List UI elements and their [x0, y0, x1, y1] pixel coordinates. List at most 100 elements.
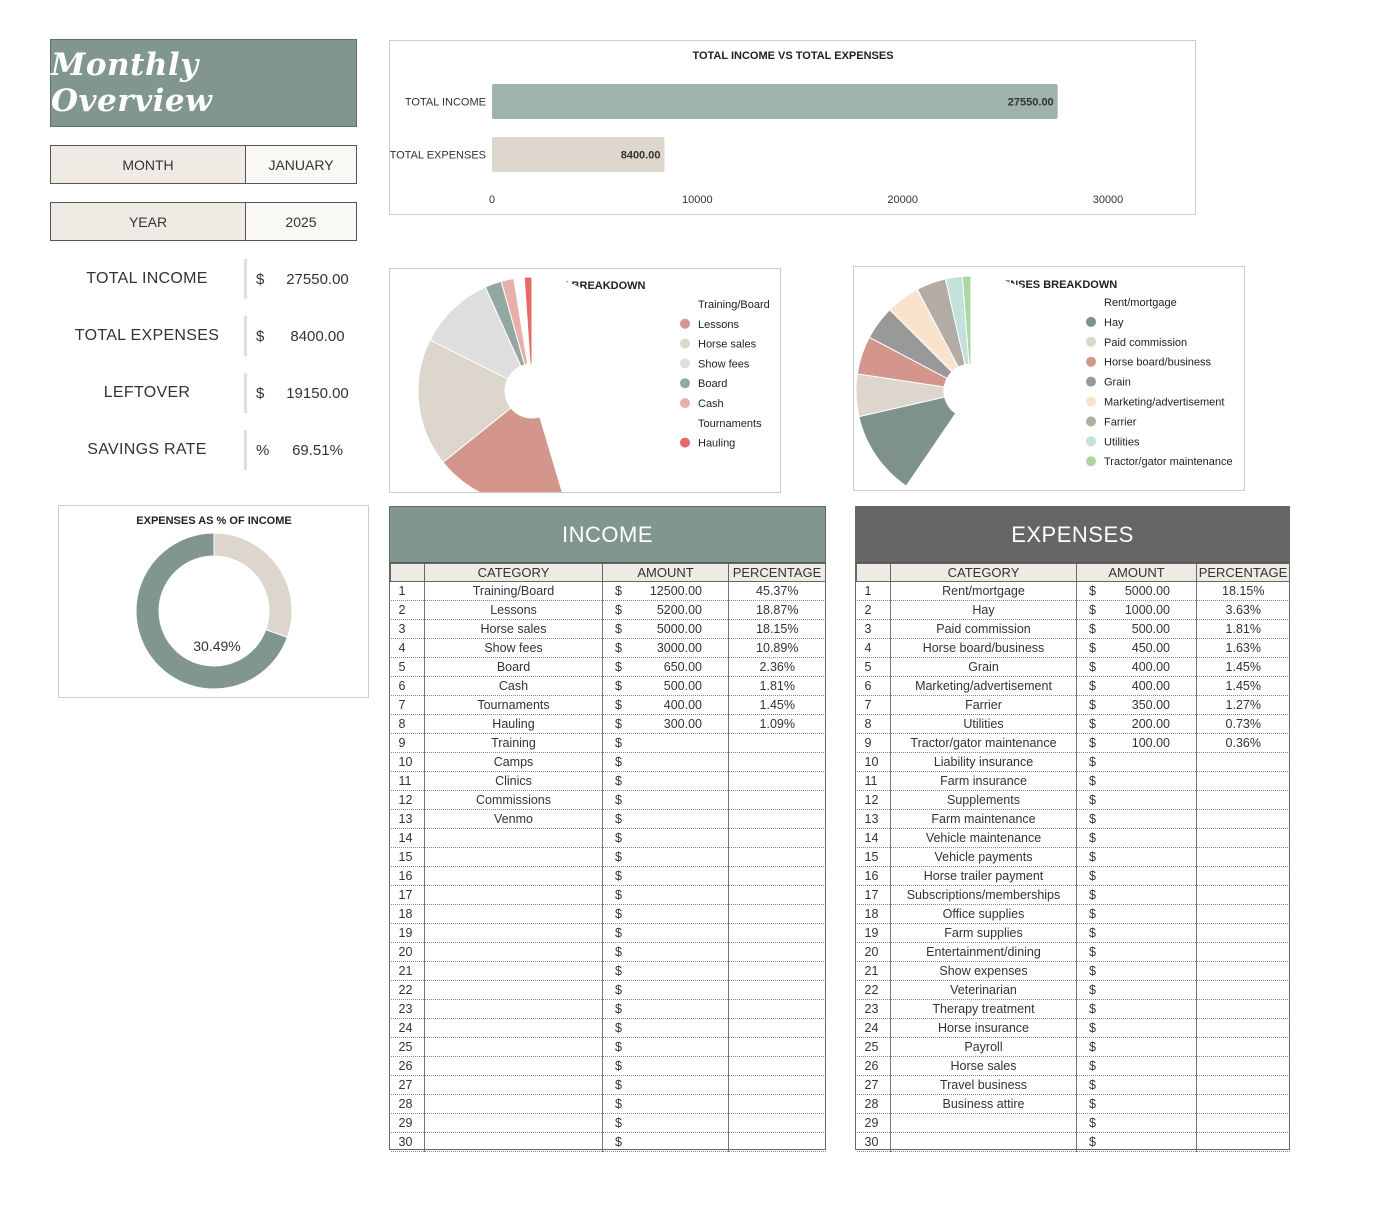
category-cell[interactable]: Tractor/gator maintenance [890, 733, 1077, 753]
amount-cell[interactable]: $5000.00 [602, 619, 729, 639]
donut-slice[interactable] [531, 276, 647, 501]
amount-cell[interactable]: $ [1076, 999, 1197, 1019]
amount-cell[interactable]: $450.00 [1076, 638, 1197, 658]
amount-cell[interactable]: $650.00 [602, 657, 729, 677]
amount-cell[interactable]: $ [602, 733, 729, 753]
amount-cell[interactable]: $ [602, 885, 729, 905]
amount-cell[interactable]: $ [1076, 847, 1197, 867]
category-cell[interactable]: Hay [890, 600, 1077, 620]
category-cell[interactable] [424, 1037, 603, 1057]
category-cell[interactable]: Training/Board [424, 581, 603, 601]
category-cell[interactable] [424, 942, 603, 962]
amount-cell[interactable]: $ [602, 904, 729, 924]
category-cell[interactable]: Paid commission [890, 619, 1077, 639]
amount-cell[interactable]: $ [1076, 828, 1197, 848]
expenses-pct-income-chart[interactable]: EXPENSES AS % OF INCOME 30.49% [58, 505, 369, 698]
amount-cell[interactable]: $ [1076, 1018, 1197, 1038]
amount-cell[interactable]: $ [602, 866, 729, 886]
amount-cell[interactable]: $ [1076, 885, 1197, 905]
category-cell[interactable] [424, 1132, 603, 1152]
category-cell[interactable]: Office supplies [890, 904, 1077, 924]
amount-cell[interactable]: $300.00 [602, 714, 729, 734]
category-cell[interactable]: Show expenses [890, 961, 1077, 981]
category-cell[interactable]: Marketing/advertisement [890, 676, 1077, 696]
amount-cell[interactable]: $ [1076, 942, 1197, 962]
amount-cell[interactable]: $400.00 [602, 695, 729, 715]
amount-cell[interactable]: $200.00 [1076, 714, 1197, 734]
expenses-breakdown-chart[interactable]: EXPENSES BREAKDOWN Rent/mortgage Hay Paid … [853, 266, 1245, 507]
amount-cell[interactable]: $ [602, 847, 729, 867]
amount-cell[interactable]: $ [1076, 866, 1197, 886]
amount-cell[interactable]: $ [602, 1018, 729, 1038]
donut-slice[interactable] [135, 532, 289, 690]
category-cell[interactable]: Horse insurance [890, 1018, 1077, 1038]
category-cell[interactable]: Rent/mortgage [890, 581, 1077, 601]
category-cell[interactable]: Subscriptions/memberships [890, 885, 1077, 905]
category-cell[interactable] [424, 999, 603, 1019]
amount-cell[interactable]: $ [602, 942, 729, 962]
category-cell[interactable]: Horse trailer payment [890, 866, 1077, 886]
category-cell[interactable]: Grain [890, 657, 1077, 677]
amount-cell[interactable]: $3000.00 [602, 638, 729, 658]
category-cell[interactable] [424, 923, 603, 943]
category-cell[interactable]: Tournaments [424, 695, 603, 715]
category-cell[interactable] [424, 1113, 603, 1133]
category-cell[interactable] [424, 1094, 603, 1114]
donut-slice[interactable] [213, 532, 293, 639]
category-cell[interactable]: Horse board/business [890, 638, 1077, 658]
amount-cell[interactable]: $ [1076, 752, 1197, 772]
amount-cell[interactable]: $400.00 [1076, 676, 1197, 696]
amount-cell[interactable]: $100.00 [1076, 733, 1197, 753]
category-cell[interactable]: Travel business [890, 1075, 1077, 1095]
category-cell[interactable]: Vehicle maintenance [890, 828, 1077, 848]
category-cell[interactable]: Board [424, 657, 603, 677]
category-cell[interactable]: Clinics [424, 771, 603, 791]
amount-cell[interactable]: $1000.00 [1076, 600, 1197, 620]
category-cell[interactable] [424, 904, 603, 924]
amount-cell[interactable]: $ [602, 771, 729, 791]
amount-cell[interactable]: $ [602, 999, 729, 1019]
amount-cell[interactable]: $ [1076, 809, 1197, 829]
amount-cell[interactable]: $ [1076, 1037, 1197, 1057]
year-value[interactable]: 2025 [246, 203, 356, 240]
amount-cell[interactable]: $500.00 [1076, 619, 1197, 639]
category-cell[interactable]: Horse sales [890, 1056, 1077, 1076]
amount-cell[interactable]: $ [1076, 923, 1197, 943]
donut-slice[interactable] [961, 275, 972, 365]
category-cell[interactable]: Veterinarian [890, 980, 1077, 1000]
category-cell[interactable] [890, 1113, 1077, 1133]
amount-cell[interactable]: $ [602, 1132, 729, 1152]
category-cell[interactable]: Lessons [424, 600, 603, 620]
category-cell[interactable]: Cash [424, 676, 603, 696]
category-cell[interactable]: Training [424, 733, 603, 753]
amount-cell[interactable]: $ [602, 1075, 729, 1095]
amount-cell[interactable]: $ [1076, 1056, 1197, 1076]
amount-cell[interactable]: $ [602, 923, 729, 943]
category-cell[interactable] [424, 866, 603, 886]
category-cell[interactable]: Horse sales [424, 619, 603, 639]
category-cell[interactable]: Farm maintenance [890, 809, 1077, 829]
amount-cell[interactable]: $400.00 [1076, 657, 1197, 677]
category-cell[interactable]: Camps [424, 752, 603, 772]
amount-cell[interactable]: $ [1076, 904, 1197, 924]
amount-cell[interactable]: $12500.00 [602, 581, 729, 601]
amount-cell[interactable]: $ [1076, 961, 1197, 981]
amount-cell[interactable]: $ [602, 1056, 729, 1076]
category-cell[interactable] [424, 1018, 603, 1038]
amount-cell[interactable]: $ [1076, 1132, 1197, 1152]
bar[interactable] [492, 84, 1058, 119]
category-cell[interactable]: Farm supplies [890, 923, 1077, 943]
income-vs-expenses-chart[interactable]: TOTAL INCOME VS TOTAL EXPENSES TOTAL INC… [389, 40, 1196, 215]
category-cell[interactable]: Payroll [890, 1037, 1077, 1057]
category-cell[interactable]: Venmo [424, 809, 603, 829]
amount-cell[interactable]: $5000.00 [1076, 581, 1197, 601]
month-value[interactable]: JANUARY [246, 146, 356, 183]
category-cell[interactable] [424, 885, 603, 905]
donut-slice[interactable] [523, 276, 533, 365]
amount-cell[interactable]: $ [602, 828, 729, 848]
amount-cell[interactable]: $ [602, 809, 729, 829]
category-cell[interactable] [424, 980, 603, 1000]
amount-cell[interactable]: $ [1076, 1113, 1197, 1133]
category-cell[interactable]: Supplements [890, 790, 1077, 810]
amount-cell[interactable]: $350.00 [1076, 695, 1197, 715]
